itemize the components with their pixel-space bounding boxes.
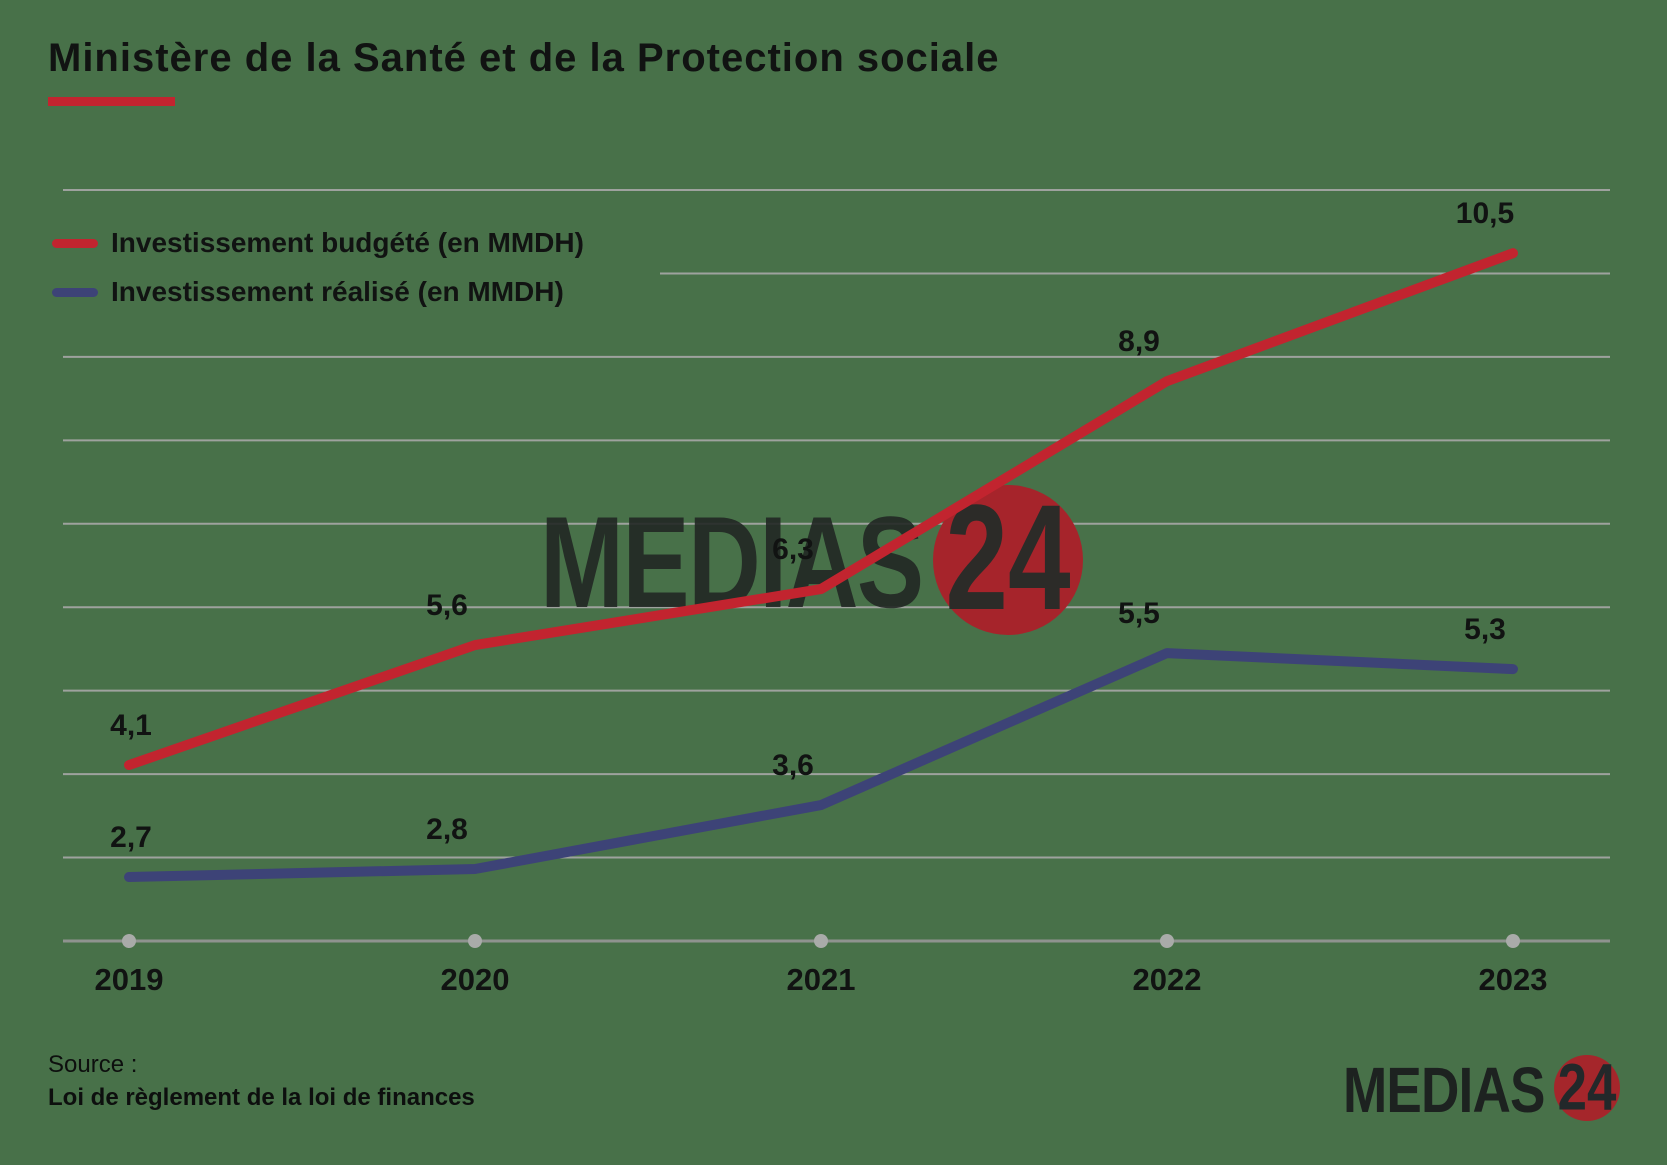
x-axis-label: 2020: [441, 962, 510, 997]
data-label: 8,9: [1118, 325, 1160, 358]
logo-text: MEDIAS: [1343, 1054, 1545, 1126]
source-label: Source :: [48, 1051, 138, 1078]
data-label: 6,3: [772, 533, 814, 566]
axis-tick-dot: [1506, 934, 1520, 948]
legend-swatch-navy-icon: [52, 287, 98, 297]
legend-swatch-red-icon: [52, 238, 98, 248]
legend-item-budgete: Investissement budgété (en MMDH): [52, 226, 584, 260]
title-underline: [48, 97, 175, 106]
axis-tick-dot: [814, 934, 828, 948]
legend: Investissement budgété (en MMDH) Investi…: [52, 226, 584, 324]
data-label: 3,6: [772, 749, 814, 782]
data-label: 5,3: [1464, 613, 1506, 646]
x-axis-label: 2021: [787, 962, 856, 997]
x-axis-label: 2022: [1133, 962, 1202, 997]
series-line-budgete: [124, 248, 1518, 771]
x-axis-label: 2019: [95, 962, 164, 997]
logo-badge: 24: [1554, 1049, 1620, 1124]
series-line-realise: [124, 648, 1518, 883]
axis-tick-dot: [1160, 934, 1174, 948]
legend-label: Investissement réalisé (en MMDH): [111, 276, 564, 307]
logo-circle-icon: [1554, 1055, 1620, 1121]
data-label: 5,5: [1118, 597, 1160, 630]
source-text: Loi de règlement de la loi de finances: [48, 1084, 475, 1111]
x-axis-label: 2023: [1479, 962, 1548, 997]
medias24-logo: MEDIAS 24: [1343, 1049, 1643, 1138]
legend-item-realise: Investissement réalisé (en MMDH): [52, 275, 584, 309]
data-label: 2,8: [426, 813, 468, 846]
axis-tick-dot: [468, 934, 482, 948]
data-label: 10,5: [1456, 197, 1514, 230]
source-block: Source : Loi de règlement de la loi de f…: [48, 1048, 475, 1114]
data-label: 2,7: [110, 821, 152, 854]
data-label: 5,6: [426, 589, 468, 622]
chart-title: Ministère de la Santé et de la Protectio…: [48, 36, 1000, 80]
logo-number: 24: [1557, 1049, 1617, 1124]
data-label: 4,1: [110, 709, 152, 742]
legend-label: Investissement budgété (en MMDH): [111, 227, 584, 258]
axis-tick-dot: [122, 934, 136, 948]
